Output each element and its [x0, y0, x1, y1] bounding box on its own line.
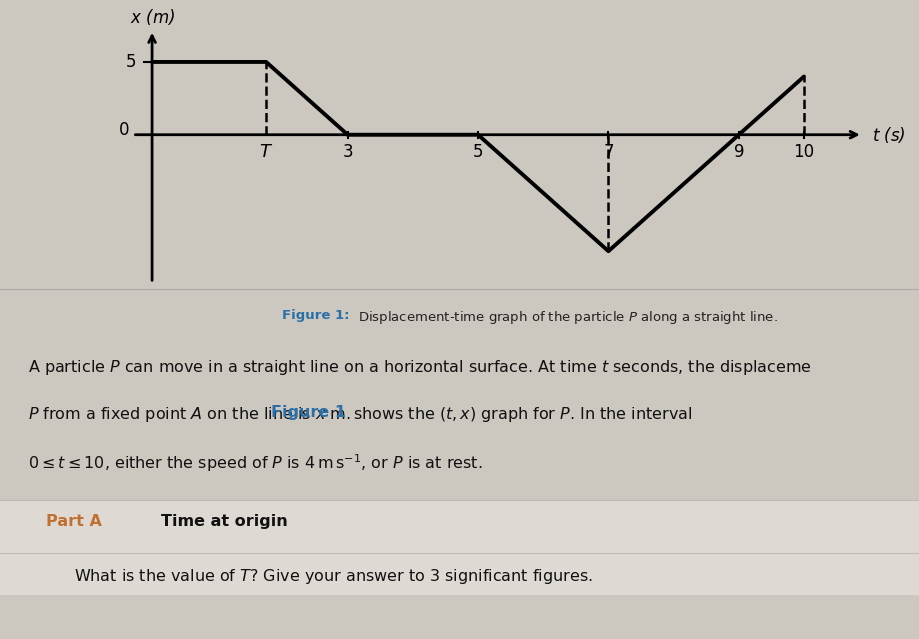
- Bar: [0, 500, 919, 595]
- Text: shows the $(t, x)$ graph for $P$. In the interval: shows the $(t, x)$ graph for $P$. In the…: [353, 405, 692, 424]
- Text: $0$: $0$: [118, 121, 130, 139]
- Text: 3: 3: [343, 144, 353, 162]
- Text: 7: 7: [603, 144, 614, 162]
- Text: Figure 1:: Figure 1:: [282, 309, 349, 321]
- Text: $T$: $T$: [259, 144, 273, 162]
- Text: Displacement-time graph of the particle $P$ along a straight line.: Displacement-time graph of the particle …: [358, 309, 778, 326]
- Text: $P$ from a fixed point $A$ on the line is $x$ m.: $P$ from a fixed point $A$ on the line i…: [28, 405, 352, 424]
- Text: 5: 5: [472, 144, 483, 162]
- Text: What is the value of $T$? Give your answer to 3 significant figures.: What is the value of $T$? Give your answ…: [74, 567, 593, 586]
- Text: A particle $P$ can move in a straight line on a horizontal surface. At time $t$ : A particle $P$ can move in a straight li…: [28, 358, 811, 377]
- Text: 10: 10: [793, 144, 814, 162]
- Text: $t$ (s): $t$ (s): [872, 125, 906, 144]
- Text: $0 \leq t \leq 10$, either the speed of $P$ is $4\,\mathrm{m\,s}^{-1}$, or $P$ i: $0 \leq t \leq 10$, either the speed of …: [28, 452, 482, 474]
- Text: Time at origin: Time at origin: [161, 514, 288, 529]
- Text: $x$ (m): $x$ (m): [130, 7, 175, 27]
- Text: 5: 5: [125, 53, 136, 71]
- Text: 9: 9: [733, 144, 744, 162]
- Text: Figure 1: Figure 1: [271, 405, 346, 420]
- Text: Part A: Part A: [46, 514, 102, 529]
